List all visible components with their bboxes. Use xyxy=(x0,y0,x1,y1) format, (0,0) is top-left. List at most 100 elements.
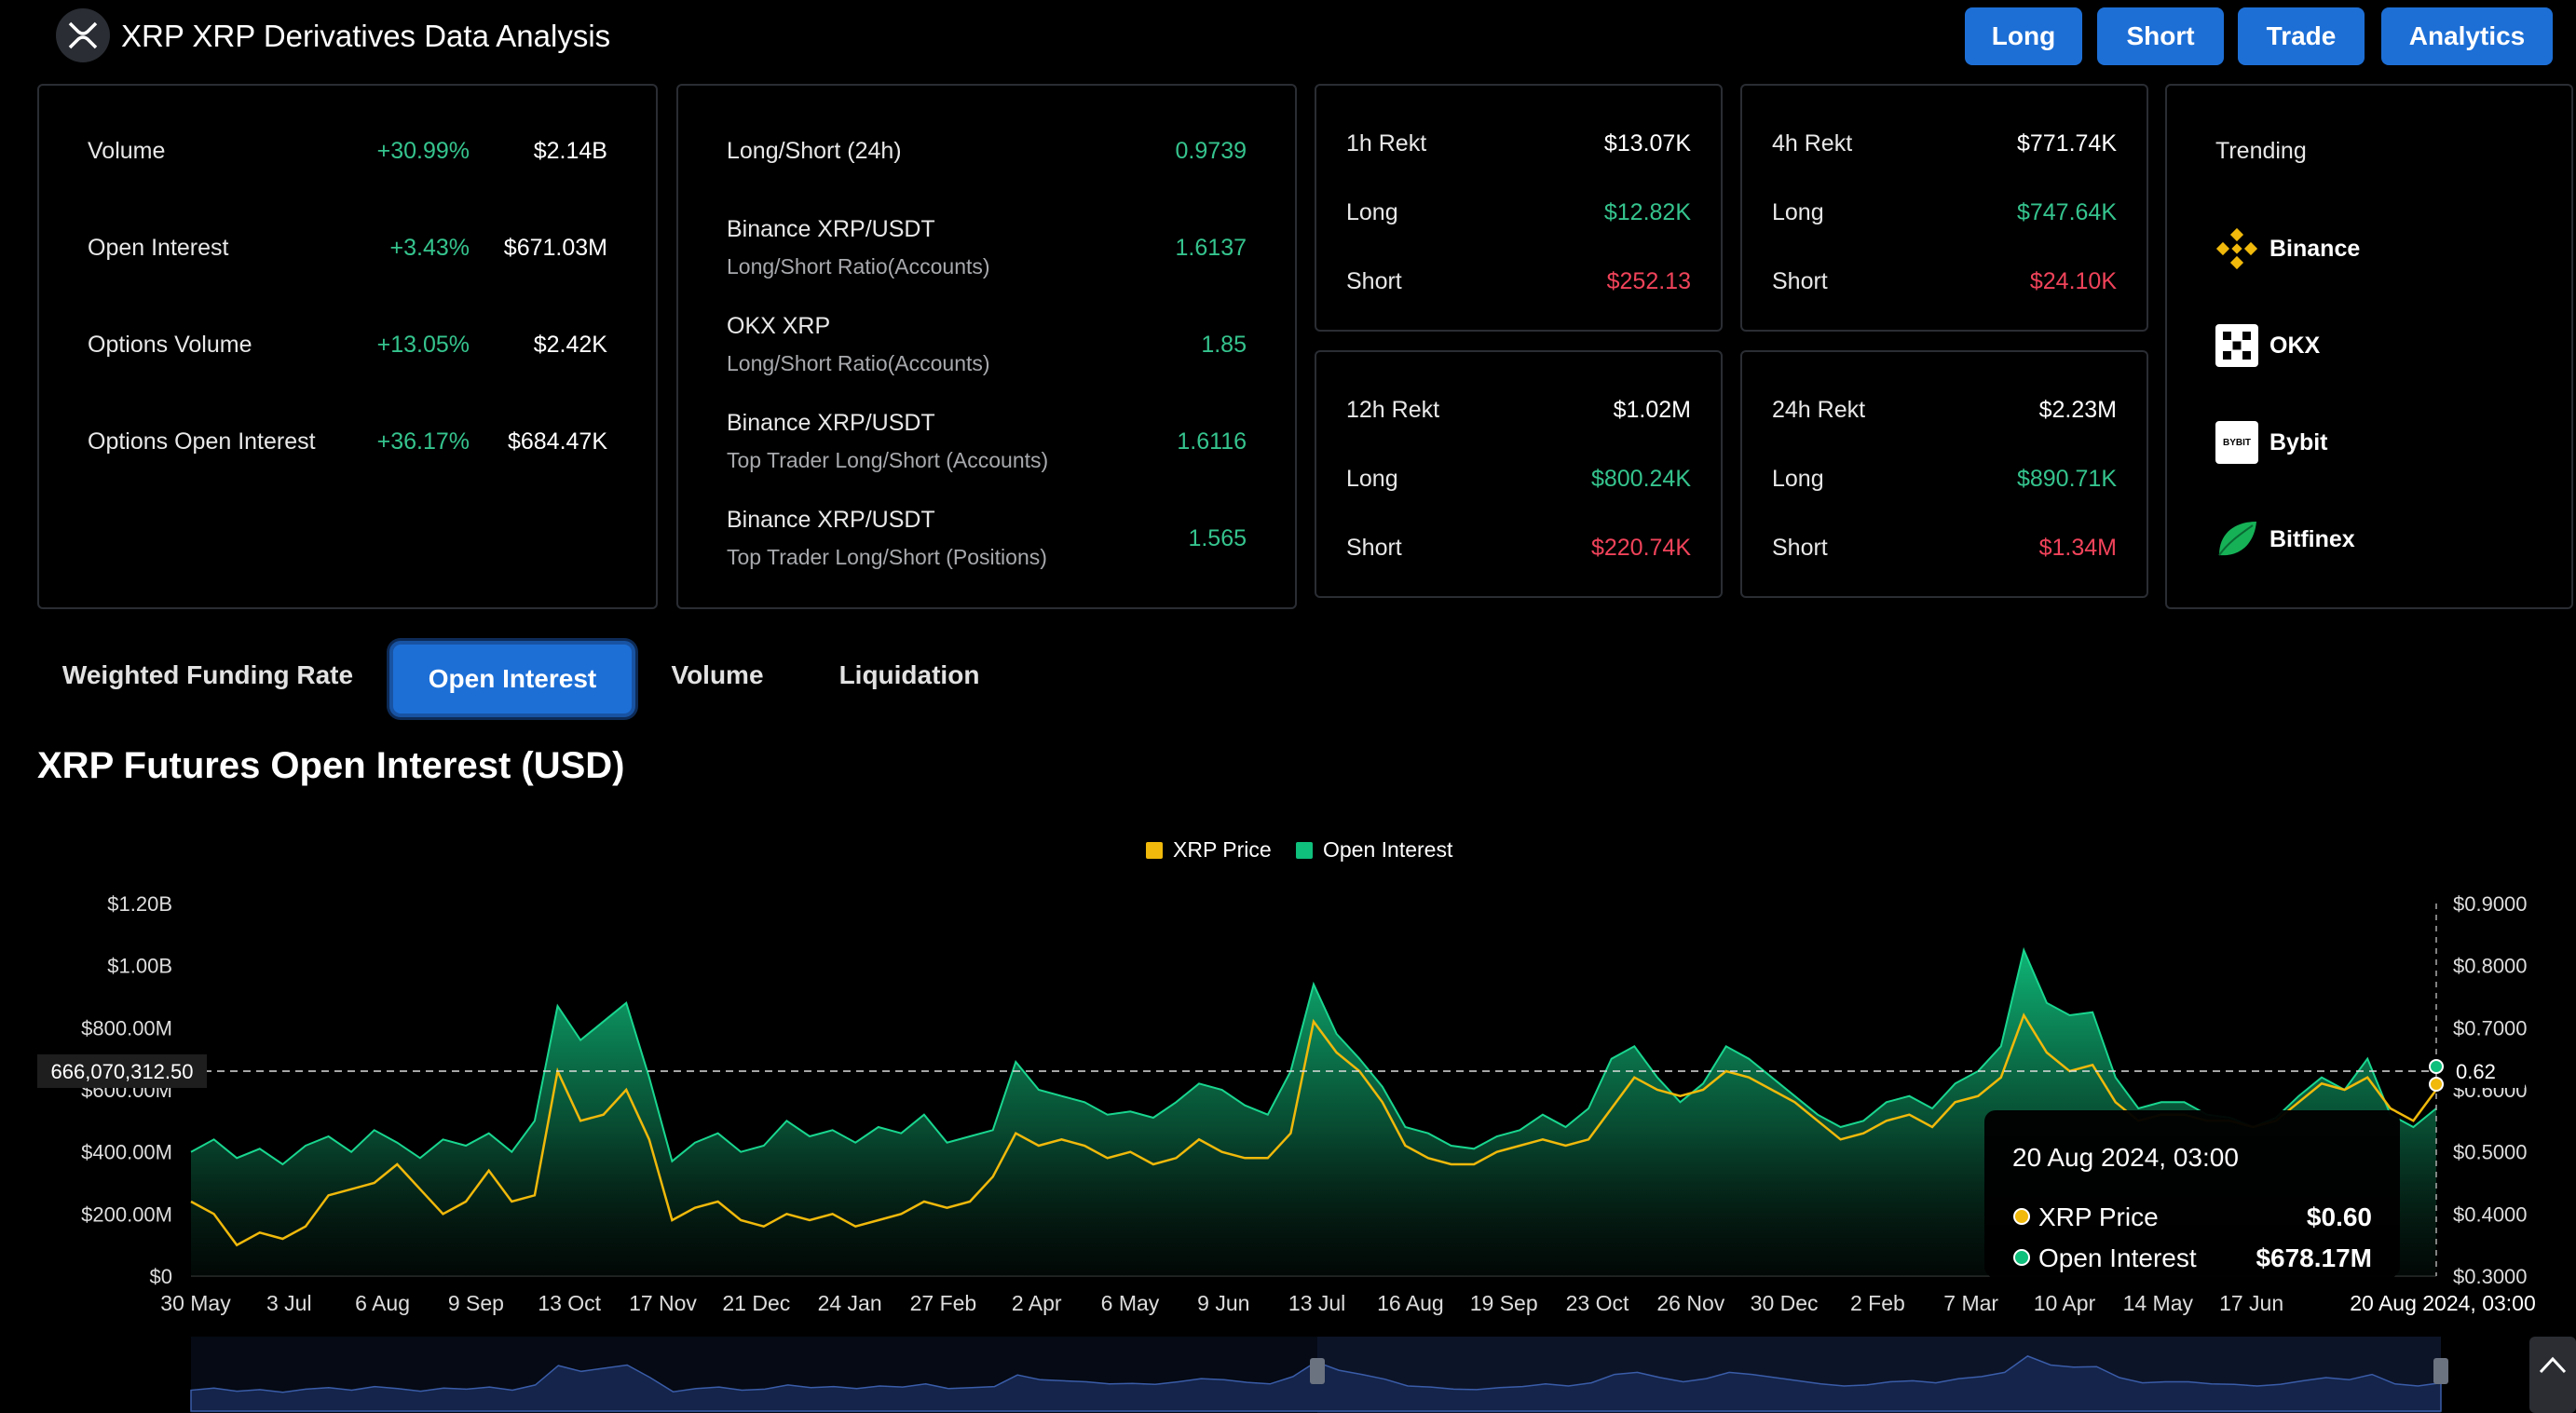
analytics-button[interactable]: Analytics xyxy=(2381,7,2553,65)
x-hover-label-bg xyxy=(2329,1287,2557,1319)
trending-item-bitfinex[interactable]: Bitfinex xyxy=(2215,518,2355,561)
rekt-title: 12h Rekt xyxy=(1346,397,1440,423)
chevron-up-icon xyxy=(2539,1356,2567,1374)
x-tick-label: 21 Dec xyxy=(722,1291,790,1315)
slider-right-handle[interactable] xyxy=(2433,1358,2448,1384)
data-zoom-slider[interactable] xyxy=(190,1337,2448,1413)
stat-label: Volume xyxy=(88,138,166,164)
x-tick-label: 14 May xyxy=(2123,1291,2194,1315)
ratio-value: 1.6137 xyxy=(1175,235,1247,261)
open-interest-line xyxy=(190,946,2437,1166)
slider-left-handle[interactable] xyxy=(1310,1358,1325,1384)
legend-label-open-interest[interactable]: Open Interest xyxy=(1323,837,1453,862)
ratio-value: 1.6116 xyxy=(1177,428,1247,455)
stat-value: $671.03M xyxy=(503,235,607,261)
y-left-tick-label: $1.00B xyxy=(107,955,172,978)
ratio-subtitle: Long/Short Ratio(Accounts) xyxy=(727,254,990,279)
x-tick-label: 17 Jun xyxy=(2219,1291,2283,1315)
trending-item-binance[interactable]: Binance xyxy=(2215,227,2360,270)
tooltip-oi-label: Open Interest xyxy=(2038,1243,2197,1272)
legend-swatch-open-interest[interactable] xyxy=(1296,842,1313,859)
rekt-short-label: Short xyxy=(1772,268,1828,294)
rekt-title: 4h Rekt xyxy=(1772,130,1853,156)
rekt-long-value: $747.64K xyxy=(2016,199,2117,225)
crosshair-right-label: 0.62 xyxy=(2456,1060,2496,1083)
y-left-tick-label: $800.00M xyxy=(81,1016,172,1039)
market-stats-card: Volume +30.99% $2.14B Open Interest +3.4… xyxy=(37,84,658,609)
trending-item-okx[interactable]: OKX xyxy=(2215,324,2320,367)
rekt-long-value: $800.24K xyxy=(1590,466,1691,492)
crosshair-left-label: 666,070,312.50 xyxy=(51,1060,194,1083)
app-title: XRP XRP Derivatives Data Analysis xyxy=(121,19,611,53)
y-right-tick-label: $0.4000 xyxy=(2453,1202,2528,1226)
tab-volume[interactable]: Volume xyxy=(671,660,764,689)
trending-item-bybit[interactable]: BYBIT Bybit xyxy=(2215,421,2328,464)
rekt-short-value: $24.10K xyxy=(2029,268,2117,294)
rekt-card-4h: 4h Rekt $771.74K Long $747.64K Short $24… xyxy=(1740,84,2148,332)
tooltip-oi-dot xyxy=(2013,1249,2030,1266)
y-right-tick-label: $0.9000 xyxy=(2453,892,2528,916)
y-right-tick-label: $0.3000 xyxy=(2453,1265,2528,1288)
rekt-card-1h: 1h Rekt $13.07K Long $12.82K Short $252.… xyxy=(1315,84,1723,332)
legend-label-price[interactable]: XRP Price xyxy=(1173,837,1272,862)
ratio-value: 1.565 xyxy=(1188,525,1247,551)
stat-label: Open Interest xyxy=(88,235,229,261)
x-tick-label: 17 Nov xyxy=(629,1291,697,1315)
stat-change: +30.99% xyxy=(376,138,470,164)
ratio-title: Binance XRP/USDT xyxy=(727,410,935,436)
x-tick-label: 3 Jul xyxy=(266,1291,312,1315)
okx-icon xyxy=(2215,324,2258,367)
stat-label: Options Volume xyxy=(88,332,252,358)
trade-button[interactable]: Trade xyxy=(2238,7,2365,65)
tooltip-price-label: XRP Price xyxy=(2038,1202,2159,1231)
chart-tooltip: 20 Aug 2024, 03:00 XRP Price $0.60 Open … xyxy=(1984,1110,2400,1278)
bybit-icon-text: BYBIT xyxy=(2223,437,2251,448)
y-left-tick-label: $1.20B xyxy=(107,892,172,916)
scroll-to-top-button[interactable] xyxy=(2529,1337,2576,1413)
tooltip-date: 20 Aug 2024, 03:00 xyxy=(2012,1143,2239,1172)
trending-label: OKX xyxy=(2269,332,2321,359)
y-left-tick-label: $0 xyxy=(150,1265,172,1288)
rekt-total: $2.23M xyxy=(2038,397,2117,423)
tab-liquidation[interactable]: Liquidation xyxy=(838,660,980,689)
xrp-logo-icon xyxy=(56,8,110,62)
bybit-icon: BYBIT xyxy=(2215,421,2258,464)
y-left-tick-label: $400.00M xyxy=(81,1141,172,1164)
rekt-total: $13.07K xyxy=(1603,130,1691,156)
x-tick-label: 24 Jan xyxy=(818,1291,882,1315)
bitfinex-icon xyxy=(2215,518,2258,561)
xrp-price-line xyxy=(190,1012,2438,1247)
rekt-short-label: Short xyxy=(1346,268,1402,294)
long-short-ratio-card: Long/Short (24h) 0.9739 Binance XRP/USDT… xyxy=(676,84,1297,609)
binance-icon xyxy=(2215,227,2258,270)
x-tick-label: 10 Apr xyxy=(2034,1291,2096,1315)
price-hover-dot xyxy=(2429,1077,2444,1092)
rekt-long-value: $890.71K xyxy=(2016,466,2117,492)
trending-label: Bybit xyxy=(2269,428,2328,455)
legend-swatch-price[interactable] xyxy=(1146,842,1163,859)
rekt-long-value: $12.82K xyxy=(1603,199,1691,225)
scroll-to-top-bg[interactable] xyxy=(2529,1337,2576,1413)
ratio-top-value: 0.9739 xyxy=(1175,138,1247,164)
ratio-subtitle: Top Trader Long/Short (Positions) xyxy=(727,545,1047,569)
long-button[interactable]: Long xyxy=(1965,7,2082,65)
tab-open-interest[interactable]: Open Interest xyxy=(389,641,635,717)
x-tick-label: 27 Feb xyxy=(910,1291,977,1315)
short-button[interactable]: Short xyxy=(2097,7,2224,65)
rekt-short-value: $1.34M xyxy=(2038,535,2117,561)
open-interest-chart[interactable]: XRP Price Open Interest $1.20B $1.00B $800… xyxy=(0,801,2576,1413)
tooltip-price-value: $0.60 xyxy=(2307,1202,2372,1231)
stat-change: +36.17% xyxy=(376,428,470,455)
rekt-long-label: Long xyxy=(1772,466,1824,492)
trending-label: Binance xyxy=(2269,235,2361,262)
rekt-total: $1.02M xyxy=(1613,397,1691,423)
rekt-short-value: $252.13 xyxy=(1606,268,1691,294)
stat-value: $684.47K xyxy=(507,428,607,455)
x-tick-label: 30 Dec xyxy=(1751,1291,1819,1315)
rekt-long-label: Long xyxy=(1772,199,1824,225)
ratio-subtitle: Long/Short Ratio(Accounts) xyxy=(727,351,990,375)
x-tick-label: 2 Apr xyxy=(1012,1291,1062,1315)
tab-weighted-funding-rate[interactable]: Weighted Funding Rate xyxy=(61,660,354,689)
rekt-short-value: $220.74K xyxy=(1590,535,1691,561)
x-tick-label: 2 Feb xyxy=(1850,1291,1905,1315)
